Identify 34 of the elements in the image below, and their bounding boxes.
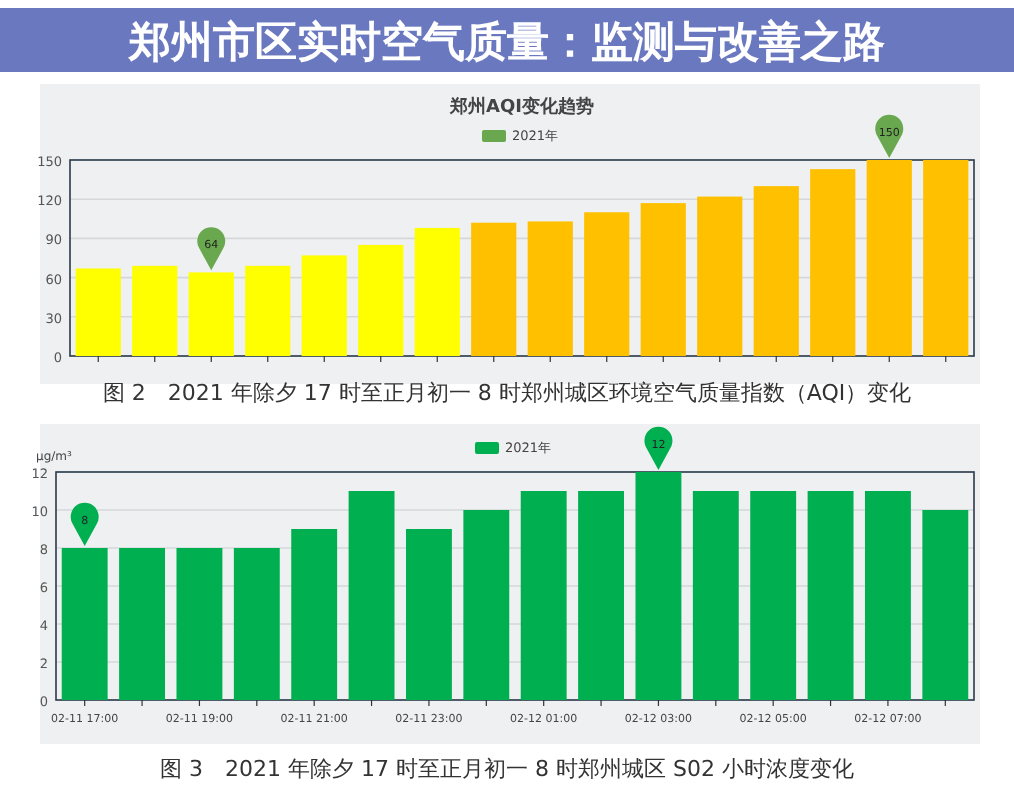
bar	[245, 265, 291, 356]
bar	[584, 212, 630, 356]
bar	[750, 491, 797, 700]
bar	[233, 548, 280, 700]
caption: 图 2 2021 年除夕 17 时至正月初一 8 时郑州城区环境空气质量指数（AQI）变化	[102, 380, 912, 406]
bar	[301, 255, 347, 356]
bar	[405, 529, 452, 700]
bar	[864, 491, 911, 700]
bar	[75, 268, 121, 356]
bar	[810, 169, 856, 356]
bar	[358, 244, 404, 356]
bar	[348, 491, 395, 700]
bar	[807, 491, 854, 700]
bar	[471, 222, 517, 356]
bar	[463, 510, 510, 700]
bar	[578, 491, 625, 700]
bar	[132, 265, 178, 356]
caption: 图 3 2021 年除夕 17 时至正月初一 8 时郑州城区 S02 小时浓度变化	[160, 756, 854, 782]
bar	[692, 491, 739, 700]
bar	[119, 548, 166, 700]
bar	[176, 548, 223, 700]
bar	[640, 203, 686, 356]
bar	[291, 529, 338, 700]
bar	[188, 272, 234, 356]
bar	[866, 160, 912, 356]
bar	[753, 186, 799, 356]
bar	[923, 160, 969, 356]
bar	[922, 510, 969, 700]
bar	[527, 221, 573, 356]
bar	[697, 196, 743, 356]
chart-title: 郑州AQI变化趋势	[448, 96, 594, 118]
text: 郑州市区实时空气质量：监测与改善之路	[127, 18, 885, 66]
bar	[520, 491, 567, 700]
bar	[414, 227, 460, 356]
